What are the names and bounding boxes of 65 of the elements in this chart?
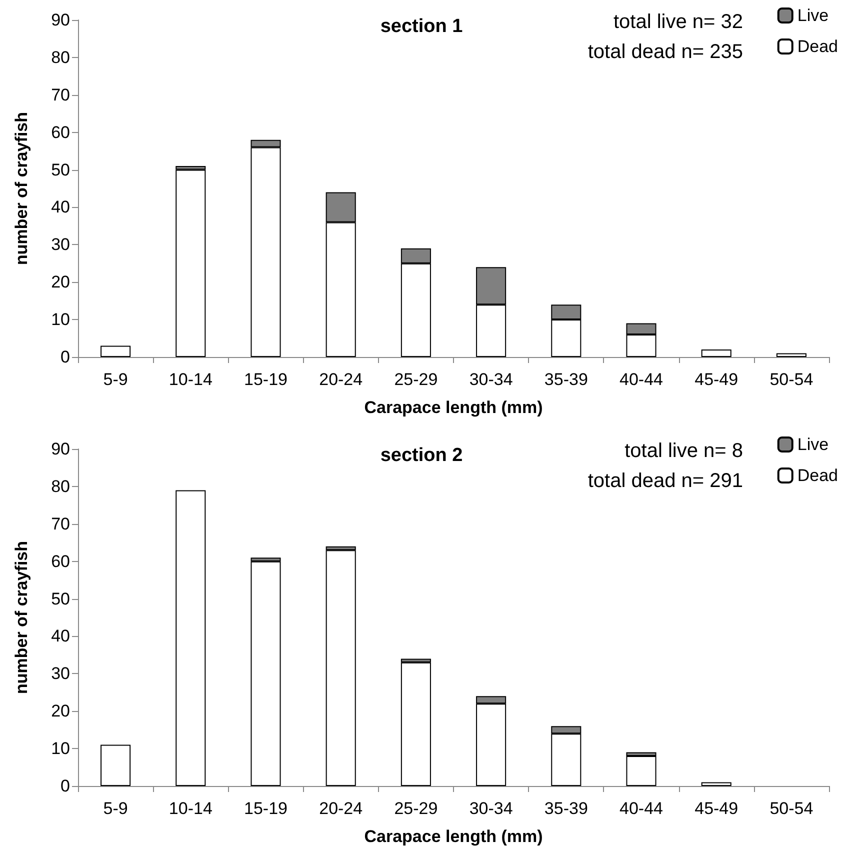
x-tick-label: 25-29: [394, 799, 438, 818]
x-tick-label: 45-49: [694, 370, 738, 389]
legend-label: Dead: [797, 37, 838, 56]
y-tick-label: 30: [51, 664, 70, 684]
x-tick-label: 5-9: [103, 370, 128, 389]
y-tick-label: 10: [51, 310, 70, 330]
y-tick-label: 30: [51, 235, 70, 254]
bar: [400, 662, 431, 786]
y-tick-label: 0: [60, 348, 70, 366]
y-tick-label: 20: [51, 272, 70, 292]
bar: [701, 782, 732, 786]
x-tick-label: 15-19: [244, 370, 288, 389]
bar: [701, 350, 732, 357]
x-axis-title: Carapace length (mm): [364, 827, 543, 846]
x-tick-label: 20-24: [319, 370, 363, 389]
legend-label: Live: [797, 435, 829, 454]
x-tick-label: 30-34: [469, 799, 513, 818]
x-tick-label: 5-9: [103, 799, 128, 818]
y-tick-label: 50: [51, 160, 70, 180]
y-tick-label: 10: [51, 739, 70, 758]
y-tick-label: 80: [51, 476, 70, 496]
legend-label: Live: [797, 6, 829, 25]
x-tick-label: 35-39: [544, 370, 588, 389]
x-tick-label: 40-44: [620, 799, 663, 818]
x-tick-label: 50-54: [770, 799, 814, 818]
annotation: total dead n= 235: [588, 41, 744, 63]
y-axis-title: number of crayfish: [12, 540, 31, 694]
x-tick-label: 20-24: [319, 799, 363, 818]
annotation: total live n= 32: [613, 11, 743, 33]
annotation: total live n= 8: [624, 440, 744, 462]
bar: [100, 346, 131, 357]
x-tick-label: 30-34: [469, 370, 513, 389]
x-tick-label: 10-14: [168, 799, 212, 818]
y-tick-label: 90: [51, 440, 70, 458]
chart-title: section 2: [380, 445, 463, 466]
x-tick-label: 40-44: [620, 370, 663, 389]
x-tick-label: 50-54: [770, 370, 814, 389]
bar: [626, 756, 656, 786]
y-tick-label: 90: [51, 10, 70, 30]
y-tick-label: 20: [51, 702, 70, 721]
bar: [100, 744, 131, 786]
y-tick-label: 50: [51, 589, 70, 608]
y-axis-title: number of crayfish: [12, 112, 31, 266]
bar: [176, 170, 206, 357]
y-tick-label: 70: [51, 514, 70, 534]
annotation: total dead n= 291: [588, 470, 744, 492]
y-tick-label: 80: [51, 48, 70, 67]
x-axis-title: Carapace length (mm): [364, 398, 543, 417]
bar: [776, 353, 806, 357]
bar: [176, 490, 206, 786]
y-tick-label: 0: [60, 776, 70, 796]
y-tick-label: 40: [51, 198, 70, 217]
x-tick-label: 35-39: [544, 799, 588, 818]
x-tick-label: 25-29: [394, 370, 438, 389]
bar: [326, 550, 356, 786]
y-tick-label: 60: [51, 122, 70, 142]
y-tick-label: 40: [51, 626, 70, 646]
bar: [250, 561, 281, 786]
x-tick-label: 10-14: [168, 370, 212, 389]
y-tick-label: 60: [51, 552, 70, 571]
x-tick-label: 15-19: [244, 799, 288, 818]
legend-label: Dead: [797, 466, 838, 485]
x-tick-label: 45-49: [694, 799, 738, 818]
y-tick-label: 70: [51, 85, 70, 104]
chart-title: section 1: [380, 16, 464, 37]
